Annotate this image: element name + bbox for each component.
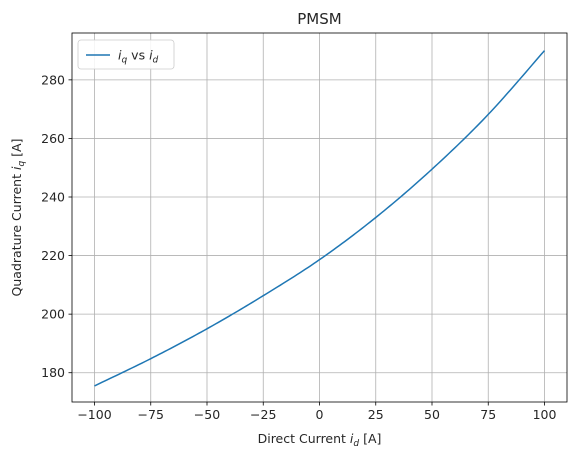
- x-axis-label: Direct Current id​ [A]: [258, 431, 382, 449]
- legend-box: [77, 39, 175, 70]
- x-tick-label: −25: [250, 407, 276, 422]
- y-tick-label: 260: [41, 131, 65, 146]
- chart-title: PMSM: [297, 10, 341, 28]
- y-tick-label: 200: [41, 307, 65, 322]
- x-tick-label: −100: [77, 407, 111, 422]
- y-tick-label: 180: [41, 365, 65, 380]
- x-tick-label: 100: [533, 407, 557, 422]
- y-tick-label: 220: [41, 248, 65, 263]
- x-tick-label: −50: [194, 407, 220, 422]
- legend-label: iq​ vs id​: [118, 48, 159, 66]
- y-tick-label: 240: [41, 190, 65, 205]
- x-tick-label: 0: [316, 407, 324, 422]
- legend: iq​ vs id​: [77, 39, 175, 70]
- series-line: [94, 50, 546, 387]
- x-tick-label: 50: [424, 407, 440, 422]
- grid: [72, 33, 567, 402]
- x-tick-label: 75: [480, 407, 496, 422]
- y-tick-label: 280: [41, 72, 65, 87]
- x-tick-label: −75: [138, 407, 164, 422]
- y-axis-label: Quadrature Current iq​ [A]: [9, 139, 27, 297]
- x-tick-label: 25: [368, 407, 384, 422]
- series-layer: [94, 50, 546, 387]
- ticks: −100 −75 −50 −25 0 25 50 75 100 180 200 220 240 260 28…: [41, 72, 556, 422]
